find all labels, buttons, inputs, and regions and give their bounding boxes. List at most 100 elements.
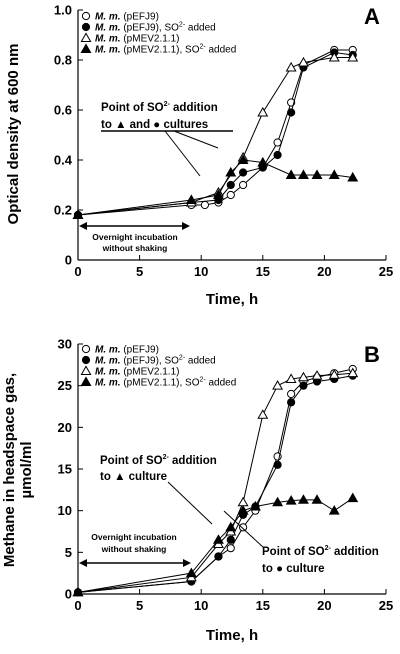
data-point: [347, 51, 359, 62]
overnight-line1: Overnight incubation: [91, 532, 176, 542]
annotation-arrow-to-circle: [173, 130, 219, 149]
series-line: [77, 159, 353, 216]
data-point: [226, 544, 235, 553]
panel-a-ticks: 0 5 10 15 20 25 0 0.2 0.4 0.6 0.8 1.0: [54, 3, 393, 280]
y-tick-label: 0.2: [54, 203, 72, 218]
series-line: [77, 51, 353, 216]
panel-a-x-axis-label: Time, h: [206, 291, 258, 308]
data-point: [287, 398, 296, 407]
data-point: [226, 535, 235, 544]
legend-entry: M. m. (pMEV2.1.1), SO2- added: [80, 376, 236, 389]
y-tick-label: 15: [58, 462, 72, 477]
y-tick-label: 0.6: [54, 103, 72, 118]
data-point: [299, 381, 308, 390]
panel-b-y-axis-label-line2: µmol/ml: [18, 442, 35, 499]
data-point: [72, 586, 84, 597]
legend-label: M. m. (pMEV2.1.1), SO2- added: [95, 377, 236, 389]
panel-a: A 0 5 10 15 20 25 0 0.2 0.4 0.6 0.8 1.0 Time, h Opt…: [5, 3, 393, 309]
legend-label: M. m. (pEFJ9): [95, 345, 159, 356]
annotation-triangle-line2: to ▲ culture: [100, 471, 167, 483]
data-point: [328, 51, 340, 62]
data-point: [347, 492, 359, 503]
x-tick-label: 20: [317, 264, 331, 279]
annotation-circle-arrow: [223, 510, 265, 549]
y-tick-label: 0: [65, 587, 72, 602]
data-point: [272, 380, 284, 390]
legend-marker: [81, 11, 91, 21]
panel-a-annotation-addition: Point of SO2- addition to ▲ and ● cultur…: [101, 101, 233, 177]
data-point: [214, 552, 223, 561]
x-tick-label: 15: [256, 264, 270, 279]
data-point: [237, 496, 249, 507]
data-point: [297, 56, 309, 67]
data-point: [185, 194, 197, 204]
panel-b-label: B: [364, 342, 380, 367]
y-tick-label: 10: [58, 503, 72, 518]
data-point: [238, 180, 248, 190]
y-tick-label: 20: [58, 420, 72, 435]
legend-label: M. m. (pEFJ9): [95, 12, 159, 23]
data-point: [285, 495, 297, 505]
panel-b-annotation-triangle: Point of SO2- addition to ▲ culture: [100, 454, 217, 525]
data-point: [237, 505, 249, 515]
data-point: [273, 460, 282, 469]
data-point: [237, 154, 249, 164]
data-point: [328, 369, 340, 379]
series-3: [72, 154, 359, 219]
panel-b-legend: M. m. (pEFJ9)M. m. (pEFJ9), SO2- addedM.…: [80, 345, 236, 389]
arrow-right-head: [183, 559, 191, 567]
panel-b: B 0 5 10 15 20 25 0 5 10 15 20 25 30 Time, h Methane…: [1, 337, 393, 645]
legend-entry: M. m. (pMEV2.1.1), SO2- added: [80, 43, 236, 56]
annotation-addition-line1: Point of SO2- addition: [101, 101, 218, 114]
overnight-line2: without shaking: [101, 544, 167, 554]
data-point: [238, 523, 248, 532]
annotation-addition-line2: to ▲ and ● cultures: [101, 119, 208, 131]
data-point: [297, 371, 309, 382]
x-tick-label: 0: [74, 598, 81, 613]
data-point: [297, 494, 309, 504]
data-point: [285, 169, 297, 179]
legend-marker: [81, 355, 91, 365]
data-point: [328, 505, 340, 515]
legend-label: M. m. (pMEV2.1.1): [95, 367, 179, 378]
x-tick-label: 5: [136, 598, 143, 613]
legend-label: M. m. (pEFJ9), SO2- added: [95, 355, 216, 367]
x-tick-label: 25: [379, 598, 393, 613]
series-line: [77, 375, 353, 593]
annotation-triangle-line1: Point of SO2- addition: [100, 454, 217, 467]
data-point: [238, 168, 248, 177]
data-point: [273, 138, 282, 147]
data-point: [273, 150, 282, 160]
series-3: [72, 492, 359, 597]
data-point: [311, 169, 323, 179]
legend-entry: M. m. (pMEV2.1.1): [80, 32, 179, 45]
y-tick-label: 5: [65, 545, 72, 560]
panel-a-series: [72, 45, 359, 220]
data-point: [285, 61, 297, 72]
data-point: [311, 494, 323, 504]
data-point: [226, 180, 235, 190]
y-tick-label: 30: [58, 337, 72, 352]
panel-b-ticks: 0 5 10 15 20 25 0 5 10 15 20 25 30: [58, 337, 394, 614]
overnight-line2: without shaking: [102, 243, 168, 253]
data-point: [72, 209, 84, 219]
y-tick-label: 0.8: [54, 53, 72, 68]
data-point: [311, 370, 323, 380]
legend-label: M. m. (pEFJ9), SO2- added: [95, 22, 216, 34]
legend-label: M. m. (pMEV2.1.1), SO2- added: [95, 44, 236, 56]
data-point: [200, 200, 209, 210]
data-point: [225, 521, 237, 532]
legend-label: M. m. (pMEV2.1.1): [95, 34, 179, 45]
overnight-line1: Overnight incubation: [92, 232, 177, 242]
arrow-left-head: [79, 222, 87, 230]
y-tick-label: 25: [58, 378, 72, 393]
series-2: [72, 367, 359, 597]
panel-b-x-axis-label: Time, h: [206, 627, 258, 644]
annotation-arrow-to-triangle: [164, 130, 201, 177]
data-point: [328, 169, 340, 179]
annotation-circle-line1: Point of SO2- addition: [262, 545, 379, 558]
x-tick-label: 0: [74, 264, 81, 279]
y-tick-label: 1.0: [54, 3, 72, 18]
y-tick-label: 0: [65, 253, 72, 268]
